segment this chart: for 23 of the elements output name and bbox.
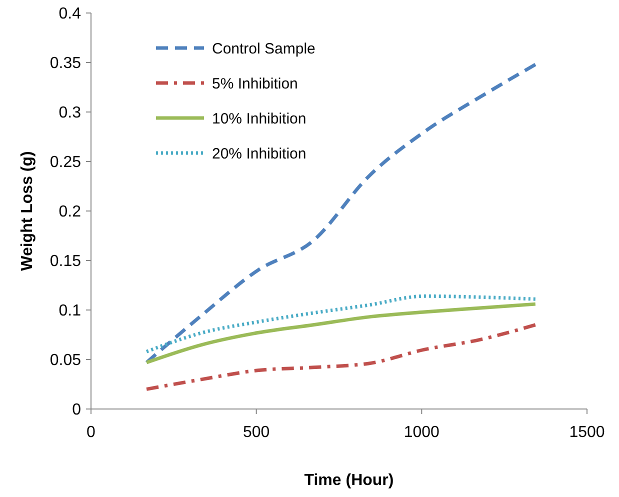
legend-label: Control Sample (212, 40, 316, 58)
legend-label: 5% Inhibition (212, 75, 298, 92)
y-tick-label: 0.15 (50, 253, 82, 270)
line-series (144, 302, 538, 364)
x-tick-label: 1000 (404, 424, 440, 441)
x-axis-title: Time (Hour) (304, 472, 394, 489)
y-tick-label: 0.1 (58, 302, 82, 320)
line-series (144, 294, 538, 354)
y-tick-label: 0.3 (58, 104, 82, 122)
x-tick-label: 500 (242, 424, 270, 441)
legend-label: 10% Inhibition (212, 110, 306, 128)
y-tick-label: 0.35 (50, 55, 82, 72)
y-tick-label: 0.2 (58, 204, 82, 221)
y-tick-label: 0.25 (50, 154, 82, 172)
x-tick-label: 1500 (569, 424, 605, 441)
y-tick-label: 0 (72, 402, 82, 419)
y-tick-label: 0.4 (58, 6, 82, 23)
line-series (144, 62, 538, 364)
y-axis-title: Weight Loss (g) (19, 151, 36, 271)
x-tick-label: 0 (86, 424, 96, 441)
y-tick-label: 0.05 (50, 352, 82, 370)
line-series (144, 323, 538, 391)
legend-label: 20% Inhibition (212, 145, 306, 162)
